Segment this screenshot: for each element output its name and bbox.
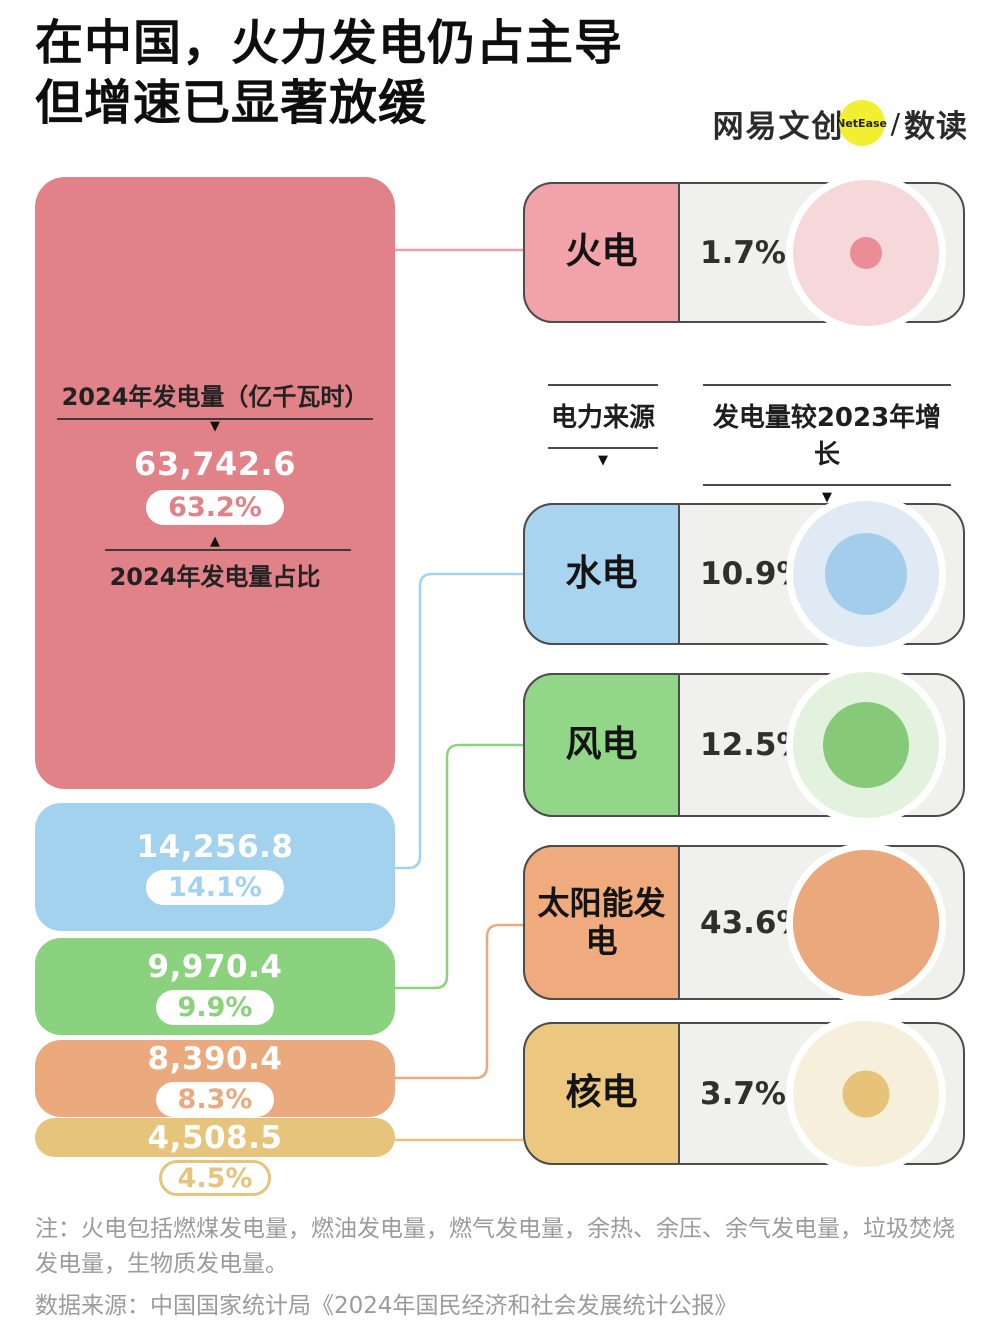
bubble-outer-circle — [786, 172, 946, 333]
generation-label-rule — [57, 418, 373, 420]
logo-divider: / — [890, 106, 900, 140]
source-label-box: 核电 — [523, 1022, 680, 1165]
bubble-inner-circle — [825, 533, 907, 615]
column-header-growth: 发电量较2023年增长 ▼ — [703, 384, 951, 505]
bubble-inner-circle — [850, 236, 882, 269]
connector-solar — [395, 923, 523, 1080]
column-header-source: 电力来源 ▼ — [548, 384, 658, 468]
bubble-inner-circle — [793, 849, 939, 996]
bar-wind: 9,970.4 9.9% — [35, 938, 395, 1035]
down-arrow-icon: ▼ — [210, 419, 220, 434]
source-label-box: 风电 — [523, 673, 680, 817]
generation-value: 9,970.4 — [147, 948, 283, 985]
source-row-wind: 风电 12.5% — [523, 665, 965, 825]
bar-nuclear: 4,508.5 — [35, 1118, 395, 1157]
column-header-growth-label: 发电量较2023年增长 — [712, 403, 942, 470]
share-badge: 63.2% — [146, 490, 284, 525]
note-text: 注：火电包括燃煤发电量，燃油发电量，燃气发电量，余热、余压、余气发电量，垃圾焚烧… — [35, 1216, 955, 1277]
logo-brand-text: 网易文创 — [712, 108, 845, 145]
growth-percent: 3.7% — [700, 1075, 786, 1112]
source-row-thermal: 火电 1.7% — [523, 172, 965, 333]
logo-product-text: 数读 — [904, 108, 968, 145]
bar-solar: 8,390.4 8.3% — [35, 1040, 395, 1117]
column-header-source-label: 电力来源 — [550, 403, 655, 433]
source-name: 火电 — [565, 231, 638, 273]
growth-bubble — [786, 1013, 946, 1174]
growth-percent: 1.7% — [700, 234, 786, 271]
source-row-solar: 太阳能发电 43.6% — [523, 842, 965, 1003]
share-badge: 9.9% — [155, 989, 275, 1025]
page-title: 在中国，火力发电仍占主导 但增速已显著放缓 — [35, 14, 623, 133]
generation-axis-label: 2024年发电量（亿千瓦时） — [61, 383, 369, 411]
growth-bubble — [786, 665, 946, 825]
generation-value: 14,256.8 — [136, 829, 294, 865]
bar-thermal: 2024年发电量（亿千瓦时） ▼ 63,742.6 63.2% ▲ 2024年发… — [35, 177, 395, 789]
bubble-inner-circle — [842, 1070, 890, 1117]
data-source-text: 数据来源：中国国家统计局《2024年国民经济和社会发展统计公报》 — [35, 1293, 738, 1319]
source-label-box: 火电 — [523, 182, 680, 323]
source-row-nuclear: 核电 3.7% — [523, 1013, 965, 1174]
source-row-hydro: 水电 10.9% — [523, 494, 965, 654]
growth-bubble — [786, 494, 946, 654]
bar-hydro: 14,256.8 14.1% — [35, 803, 395, 931]
share-badge-nuclear: 4.5% — [159, 1160, 271, 1196]
source-name: 水电 — [565, 552, 638, 594]
source-name: 核电 — [565, 1072, 638, 1114]
bubble-inner-circle — [823, 702, 909, 788]
down-arrow-icon: ▼ — [598, 453, 608, 468]
generation-value: 8,390.4 — [147, 1040, 283, 1077]
title-line-1: 在中国，火力发电仍占主导 — [35, 15, 624, 71]
share-label-rule — [105, 549, 351, 551]
share-axis-label: 2024年发电量占比 — [109, 563, 321, 591]
title-line-2: 但增速已显著放缓 — [35, 74, 428, 131]
share-badge: 8.3% — [155, 1081, 275, 1117]
down-arrow-icon: ▼ — [822, 490, 832, 505]
source-name: 风电 — [565, 723, 638, 765]
generation-value: 63,742.6 — [134, 445, 296, 483]
source-name: 太阳能发电 — [537, 883, 666, 960]
up-arrow-icon: ▲ — [210, 534, 220, 549]
growth-bubble — [786, 172, 946, 333]
source-label-box: 太阳能发电 — [523, 845, 680, 1000]
publisher-logo: 网易文创 NetEase / 数读 — [713, 100, 968, 146]
generation-value: 4,508.5 — [147, 1119, 283, 1156]
footnotes: 注：火电包括燃煤发电量，燃油发电量，燃气发电量，余热、余压、余气发电量，垃圾焚烧… — [35, 1212, 970, 1324]
connector-hydro — [395, 572, 523, 870]
connector-wind — [395, 743, 523, 990]
netease-badge-icon: NetEase — [836, 100, 887, 146]
share-badge: 14.1% — [146, 870, 284, 905]
source-label-box: 水电 — [523, 503, 680, 645]
growth-bubble — [786, 842, 946, 1003]
